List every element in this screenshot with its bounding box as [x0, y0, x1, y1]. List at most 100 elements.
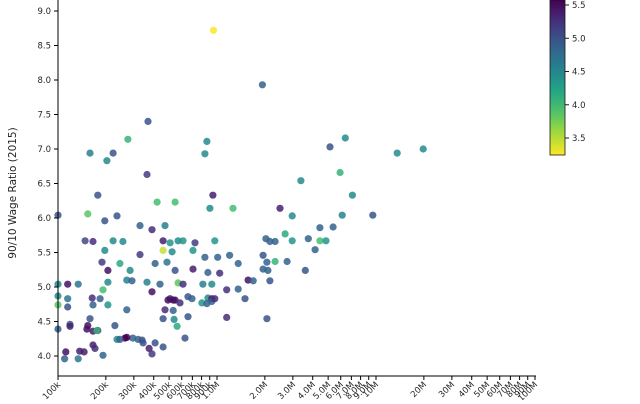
scatter-point [123, 333, 131, 341]
scatter-point [94, 191, 102, 199]
scatter-point [151, 339, 159, 347]
scatter-point [148, 226, 156, 234]
scatter-point [336, 168, 344, 177]
x-tick-label: 300k [117, 380, 139, 400]
scatter-point [276, 204, 284, 212]
scatter-point [311, 246, 319, 254]
scatter-point [74, 355, 82, 363]
scatter-point [229, 204, 237, 212]
scatter-point [153, 198, 161, 206]
scatter-point [214, 253, 222, 261]
scatter-point [83, 325, 91, 333]
scatter-point [189, 246, 197, 254]
scatter-point [64, 295, 72, 303]
scatter-point [81, 237, 89, 245]
scatter-point [156, 280, 164, 288]
scatter-point [234, 285, 242, 293]
scatter-point [145, 344, 153, 352]
scatter-point [179, 237, 187, 245]
scatter-point [322, 237, 330, 245]
scatter-point [159, 315, 167, 323]
scatter-point [91, 344, 99, 352]
scatter-point [148, 288, 156, 296]
y-tick-label: 9.0 [37, 7, 51, 17]
scatter-point [64, 303, 72, 311]
scatter-point [171, 198, 179, 206]
y-tick-label: 4.5 [37, 318, 51, 328]
scatter-point [109, 237, 117, 245]
scatter-point [101, 246, 109, 254]
scatter-point [99, 286, 107, 294]
scatter-point [263, 258, 271, 266]
scatter-point [173, 322, 181, 330]
scatter-point [104, 266, 112, 274]
scatter-point [223, 286, 231, 294]
scatter-point [88, 294, 96, 302]
scatter-point [123, 306, 131, 314]
scatter-point [181, 334, 189, 342]
scatter-point [316, 237, 324, 245]
y-tick-label: 6.0 [37, 214, 51, 224]
scatter-point [161, 222, 169, 230]
scatter-point [179, 280, 187, 288]
colorbar [549, 0, 566, 156]
scatter-point [249, 277, 257, 285]
scatter-point [144, 117, 152, 125]
scatter-point [223, 313, 231, 321]
y-tick-label: 7.5 [37, 111, 51, 121]
scatter-point [326, 143, 334, 151]
scatter-point [259, 251, 267, 259]
scatter-point [201, 253, 209, 261]
scatter-point [264, 266, 272, 274]
scatter-point [297, 177, 305, 185]
y-tick-label: 4.0 [37, 352, 51, 362]
y-tick-label: 7.0 [37, 145, 51, 155]
scatter-point [211, 295, 219, 303]
scatter-point [66, 322, 74, 330]
x-tick-label: 2.0M [248, 380, 270, 400]
scatter-point [209, 26, 218, 34]
scatter-point [204, 268, 212, 277]
x-tick-label: 20M [409, 380, 429, 400]
scatter-point [263, 315, 271, 323]
scatter-point [116, 259, 124, 268]
scatter-point [89, 237, 97, 246]
scatter-point [166, 239, 174, 247]
scatter-point [159, 237, 167, 245]
scatter-point [128, 277, 136, 285]
scatter-point [288, 212, 296, 220]
scatter-point [341, 134, 349, 142]
scatter-point [126, 266, 134, 274]
scatter-point [151, 259, 159, 268]
colorbar-tick-label: 4.0 [572, 101, 586, 111]
scatter-point [206, 204, 214, 212]
scatter-point [99, 351, 107, 359]
scatter-point [113, 212, 121, 220]
scatter-point [86, 149, 94, 157]
scatter-point [111, 322, 119, 330]
scatter-point [96, 295, 104, 303]
scatter-point [143, 170, 151, 179]
scatter-point [104, 278, 112, 286]
scatter-point [208, 280, 216, 288]
scatter-point [176, 299, 184, 307]
scatter-point [226, 251, 234, 259]
x-tick-label: 100k [41, 380, 63, 400]
scatter-point [241, 295, 249, 303]
scatter-point [74, 280, 82, 288]
scatter-point [329, 223, 337, 231]
scatter-point [283, 257, 291, 266]
scatter-point [201, 150, 209, 158]
scatter-point [124, 135, 132, 143]
scatter-point [93, 326, 101, 335]
scatter-point [348, 191, 356, 199]
scatter-point [266, 277, 274, 285]
scatter-point [116, 335, 124, 343]
scatter-point [164, 296, 172, 304]
scatter-point [258, 81, 266, 89]
scatter-point [170, 315, 178, 323]
scatter-point [104, 301, 112, 309]
scatter-point [203, 137, 211, 145]
y-tick-label: 8.5 [37, 42, 51, 52]
scatter-point [288, 237, 296, 245]
